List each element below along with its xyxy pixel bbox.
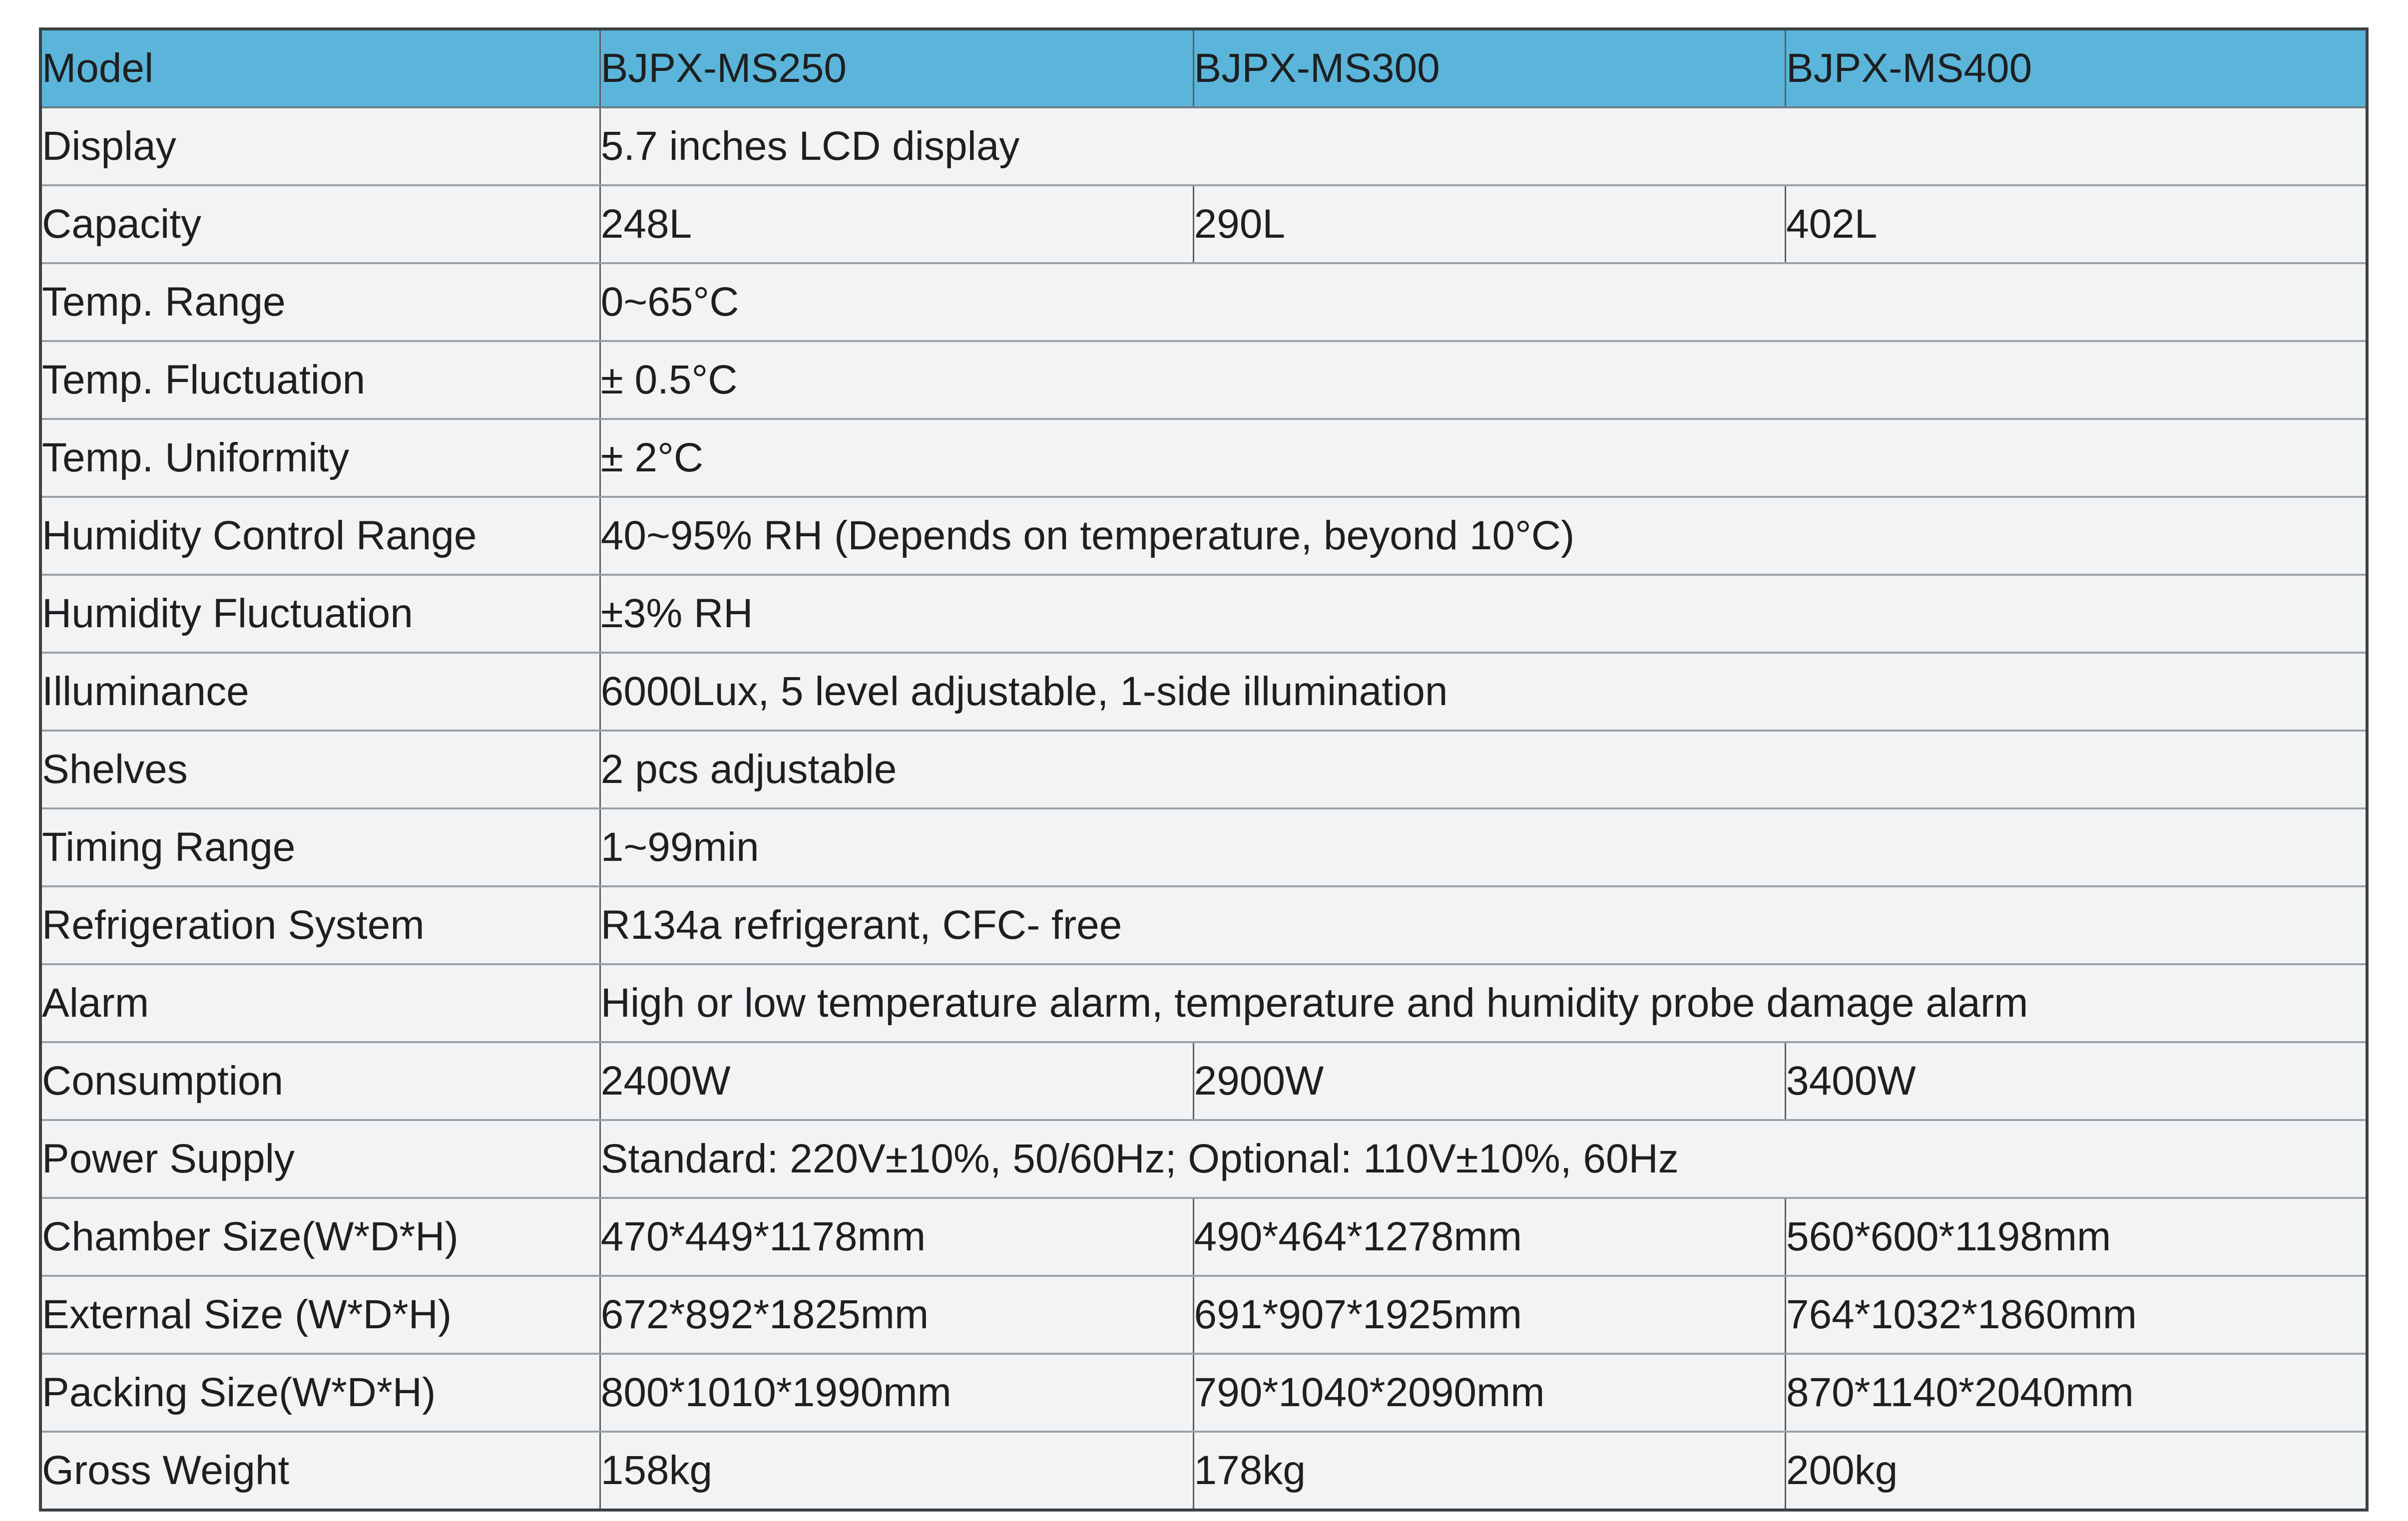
spec-row-consumption: Consumption 2400W 2900W 3400W: [40, 1041, 2367, 1120]
spec-value: 764*1032*1860mm: [1784, 1275, 2367, 1354]
spec-label: Gross Weight: [40, 1431, 600, 1510]
spec-row-packing-size: Packing Size(W*D*H) 800*1010*1990mm 790*…: [40, 1353, 2367, 1432]
spec-label: External Size (W*D*H): [40, 1275, 600, 1354]
spec-row-alarm: Alarm High or low temperature alarm, tem…: [40, 963, 2367, 1042]
spec-label: Refrigeration System: [40, 885, 600, 964]
spec-row-chamber-size: Chamber Size(W*D*H) 470*449*1178mm 490*4…: [40, 1197, 2367, 1276]
spec-label: Consumption: [40, 1041, 600, 1120]
spec-row-gross-weight: Gross Weight 158kg 178kg 200kg: [40, 1431, 2367, 1510]
spec-value: 0~65°C: [599, 262, 2367, 341]
spec-row-temp-range: Temp. Range 0~65°C: [40, 262, 2367, 341]
spec-value: 490*464*1278mm: [1192, 1197, 1786, 1276]
spec-value: 2900W: [1192, 1041, 1786, 1120]
spec-value: 40~95% RH (Depends on temperature, beyon…: [599, 496, 2367, 575]
spec-row-display: Display 5.7 inches LCD display: [40, 106, 2367, 185]
spec-value: 158kg: [599, 1431, 1194, 1510]
spec-label: Capacity: [40, 184, 600, 263]
spec-value: 178kg: [1192, 1431, 1786, 1510]
spec-label: Timing Range: [40, 807, 600, 886]
spec-label: Power Supply: [40, 1119, 600, 1198]
spec-value: 6000Lux, 5 level adjustable, 1-side illu…: [599, 652, 2367, 731]
spec-row-capacity: Capacity 248L 290L 402L: [40, 184, 2367, 263]
spec-row-temp-fluctuation: Temp. Fluctuation ± 0.5°C: [40, 340, 2367, 419]
spec-value: ±3% RH: [599, 574, 2367, 653]
spec-label: Chamber Size(W*D*H): [40, 1197, 600, 1276]
spec-value: ± 0.5°C: [599, 340, 2367, 419]
header-row: Model BJPX-MS250 BJPX-MS300 BJPX-MS400: [40, 29, 2367, 108]
spec-value: 470*449*1178mm: [599, 1197, 1194, 1276]
spec-label: Temp. Fluctuation: [40, 340, 600, 419]
spec-value: 248L: [599, 184, 1194, 263]
spec-value: 672*892*1825mm: [599, 1275, 1194, 1354]
spec-value: 800*1010*1990mm: [599, 1353, 1194, 1432]
spec-value: 1~99min: [599, 807, 2367, 886]
spec-value: 560*600*1198mm: [1784, 1197, 2367, 1276]
spec-row-shelves: Shelves 2 pcs adjustable: [40, 730, 2367, 808]
spec-row-humidity-control-range: Humidity Control Range 40~95% RH (Depend…: [40, 496, 2367, 575]
spec-table: Model BJPX-MS250 BJPX-MS300 BJPX-MS400 D…: [39, 27, 2369, 1512]
spec-value: Standard: 220V±10%, 50/60Hz; Optional: 1…: [599, 1119, 2367, 1198]
spec-value: 200kg: [1784, 1431, 2367, 1510]
spec-label: Humidity Control Range: [40, 496, 600, 575]
spec-label: Packing Size(W*D*H): [40, 1353, 600, 1432]
spec-value: 3400W: [1784, 1041, 2367, 1120]
spec-row-humidity-fluctuation: Humidity Fluctuation ±3% RH: [40, 574, 2367, 653]
spec-label: Humidity Fluctuation: [40, 574, 600, 653]
column-header-ms250: BJPX-MS250: [599, 29, 1194, 108]
spec-value: 2400W: [599, 1041, 1194, 1120]
column-header-ms300: BJPX-MS300: [1192, 29, 1786, 108]
spec-row-illuminance: Illuminance 6000Lux, 5 level adjustable,…: [40, 652, 2367, 731]
spec-row-power-supply: Power Supply Standard: 220V±10%, 50/60Hz…: [40, 1119, 2367, 1198]
spec-label: Alarm: [40, 963, 600, 1042]
spec-label: Temp. Uniformity: [40, 418, 600, 497]
column-header-model: Model: [40, 29, 600, 108]
spec-value: 290L: [1192, 184, 1786, 263]
spec-row-external-size: External Size (W*D*H) 672*892*1825mm 691…: [40, 1275, 2367, 1354]
spec-value: 691*907*1925mm: [1192, 1275, 1786, 1354]
spec-label: Temp. Range: [40, 262, 600, 341]
spec-label: Shelves: [40, 730, 600, 808]
spec-row-timing-range: Timing Range 1~99min: [40, 807, 2367, 886]
column-header-ms400: BJPX-MS400: [1784, 29, 2367, 108]
spec-label: Illuminance: [40, 652, 600, 731]
spec-value: 870*1140*2040mm: [1784, 1353, 2367, 1432]
spec-value: 5.7 inches LCD display: [599, 106, 2367, 185]
spec-value: 402L: [1784, 184, 2367, 263]
spec-row-refrigeration-system: Refrigeration System R134a refrigerant, …: [40, 885, 2367, 964]
spec-label: Display: [40, 106, 600, 185]
spec-value: 2 pcs adjustable: [599, 730, 2367, 808]
spec-value: High or low temperature alarm, temperatu…: [599, 963, 2367, 1042]
spec-value: ± 2°C: [599, 418, 2367, 497]
spec-row-temp-uniformity: Temp. Uniformity ± 2°C: [40, 418, 2367, 497]
spec-value: 790*1040*2090mm: [1192, 1353, 1786, 1432]
spec-value: R134a refrigerant, CFC- free: [599, 885, 2367, 964]
